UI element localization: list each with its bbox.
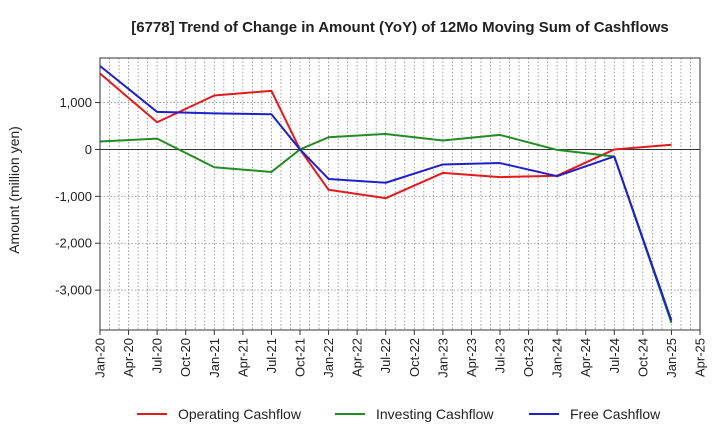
y-tick-label: -2,000 (55, 236, 92, 251)
x-tick-label: Jan-22 (321, 338, 336, 378)
x-tick-label: Jul-24 (607, 338, 622, 373)
y-axis-label: Amount (million yen) (6, 126, 22, 254)
y-tick-label: 1,000 (59, 95, 92, 110)
x-tick-label: Apr-23 (464, 338, 479, 377)
x-tick-label: Oct-22 (407, 338, 422, 377)
x-tick-label: Oct-20 (178, 338, 193, 377)
x-tick-label: Apr-22 (350, 338, 365, 377)
y-tick-label: -1,000 (55, 189, 92, 204)
x-tick-label: Apr-24 (578, 338, 593, 377)
grid-lines (100, 58, 700, 330)
x-tick-label: Jan-23 (435, 338, 450, 378)
chart-title: [6778] Trend of Change in Amount (YoY) o… (131, 19, 669, 36)
x-tick-label: Jan-24 (550, 338, 565, 378)
x-tick-label: Oct-24 (635, 338, 650, 377)
y-tick-label: 0 (85, 142, 92, 157)
x-tick-label: Apr-20 (121, 338, 136, 377)
x-tick-label: Oct-23 (521, 338, 536, 377)
x-tick-label: Jul-22 (378, 338, 393, 373)
investing-cashflow-line (99, 132, 673, 324)
y-tick-label: -3,000 (55, 283, 92, 298)
legend-label-free-cashflow: Free Cashflow (570, 406, 661, 422)
x-tick-label: Jul-20 (150, 338, 165, 373)
legend-label-operating-cashflow: Operating Cashflow (178, 406, 302, 422)
x-tick-label: Jan-20 (93, 338, 108, 378)
x-tick-label: Oct-21 (293, 338, 308, 377)
axis-ticks: 1,000 0 -1,000 -2,000 -3,000 Jan-20 Apr-20 Jul-… (55, 95, 707, 378)
x-tick-label: Jan-25 (664, 338, 679, 378)
x-tick-label: Apr-21 (235, 338, 250, 377)
x-tick-label: Jan-21 (207, 338, 222, 378)
plot-area-frame (99, 57, 701, 331)
x-tick-label: Jul-21 (264, 338, 279, 373)
legend: Operating Cashflow Investing Cashflow Free… (137, 406, 661, 422)
operating-cashflow-line (99, 72, 672, 200)
series-lines (99, 65, 673, 324)
legend-label-investing-cashflow: Investing Cashflow (376, 406, 494, 422)
x-tick-label: Apr-25 (693, 338, 708, 377)
x-tick-label: Jul-23 (493, 338, 508, 373)
free-cashflow-line (99, 65, 673, 321)
